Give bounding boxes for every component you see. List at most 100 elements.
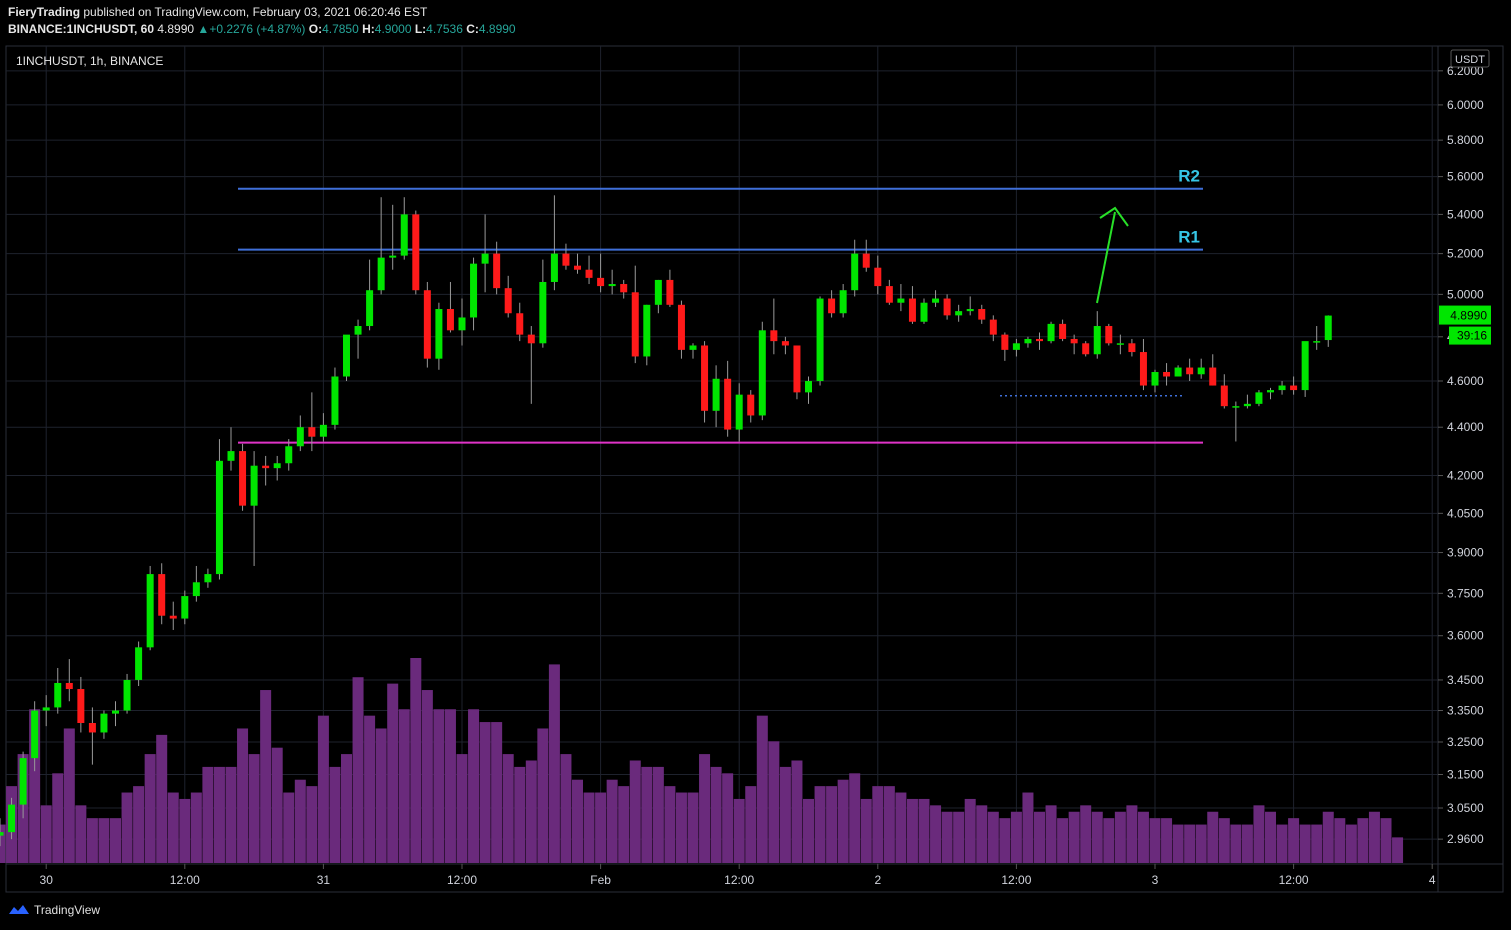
volume-bar (710, 766, 722, 863)
candle-body (770, 330, 778, 342)
volume-bar (491, 722, 503, 863)
candle-up (470, 257, 478, 331)
volume-bar (1241, 824, 1253, 863)
volume-bar (976, 805, 988, 863)
volume-bars (0, 658, 1404, 863)
candle-up (1243, 394, 1251, 409)
candle-down (516, 302, 524, 342)
volume-bar (271, 747, 283, 863)
volume-bar (1299, 824, 1311, 863)
volume-bar (814, 786, 826, 863)
candle-body (31, 710, 39, 759)
candle-down (527, 326, 535, 404)
candle-body (908, 298, 916, 322)
price-tick-label: 5.0000 (1447, 287, 1484, 301)
candle-up (816, 296, 824, 386)
volume-bar (1288, 818, 1300, 863)
candle-up (1255, 390, 1263, 407)
volume-bar (1091, 811, 1103, 863)
candle-up (377, 197, 385, 295)
candle-body (77, 689, 85, 723)
candle-down (908, 286, 916, 324)
candle-up (181, 590, 189, 625)
candle-body (296, 427, 304, 447)
candle-body (1024, 338, 1032, 344)
volume-bar (0, 824, 6, 863)
candle-up (897, 284, 905, 312)
currency-box[interactable] (1450, 49, 1490, 68)
candle-down (724, 360, 732, 437)
candle-down (978, 304, 986, 324)
candle-body (885, 286, 893, 303)
price-tick-label: 2.9600 (1447, 832, 1484, 846)
candle-body (19, 758, 27, 805)
candle-body (816, 298, 824, 382)
candle-body (0, 832, 4, 836)
candle-body (239, 451, 247, 506)
candle-body (1232, 406, 1240, 408)
candle-up (539, 259, 547, 348)
candle-up (0, 818, 4, 847)
volume-bar (237, 728, 249, 863)
volume-bar (1265, 811, 1276, 863)
candle-up (805, 376, 812, 404)
volume-bar (52, 773, 64, 863)
candle-up (1197, 358, 1205, 379)
volume-bar (883, 786, 895, 863)
candle-body (54, 682, 62, 708)
volume-bar (572, 779, 583, 863)
candle-body (181, 596, 189, 619)
time-tick-label: 12:00 (1279, 873, 1309, 887)
volume-bar (964, 798, 976, 863)
candle-up (227, 427, 235, 471)
price-tick-label: 5.6000 (1447, 170, 1484, 184)
time-tick-label: 12:00 (1001, 873, 1031, 887)
candle-down (770, 298, 778, 355)
symbol-label: BINANCE:1INCHUSDT, 60 (8, 22, 155, 36)
volume-bar (1380, 818, 1392, 863)
candle-body (989, 319, 997, 335)
candle-body (758, 330, 766, 416)
volume-bar (895, 792, 907, 863)
candle-up (712, 365, 720, 428)
candle-body (539, 281, 547, 344)
candle-up (123, 673, 131, 714)
volume-bar (133, 786, 145, 863)
volume-bar (433, 709, 445, 863)
candle-body (481, 253, 489, 264)
volume-bar (687, 792, 699, 863)
candle-down (574, 253, 581, 274)
volume-bar (756, 715, 768, 863)
currency-label: USDT (1455, 54, 1485, 66)
volume-bar (1253, 805, 1265, 863)
candle-body (527, 334, 535, 344)
candle-down (1001, 332, 1009, 361)
volume-bar (560, 754, 572, 863)
candle-body (631, 292, 639, 357)
volume-bar (121, 792, 133, 863)
candle-up (1012, 338, 1020, 357)
candle-down (1105, 323, 1113, 346)
candle-up (366, 259, 374, 331)
volume-bar (606, 779, 618, 863)
candle-body (112, 710, 119, 714)
candle-body (747, 394, 755, 416)
candle-down (1139, 338, 1147, 391)
volume-bar (930, 805, 942, 863)
volume-bar (699, 754, 711, 863)
candle-body (805, 381, 812, 393)
time-tick-label: 12:00 (447, 873, 477, 887)
candle-down (1290, 376, 1298, 395)
candle-body (1047, 323, 1055, 342)
candle-down (1163, 363, 1171, 386)
volume-bar (525, 760, 537, 863)
footer-brand[interactable]: TradingView (8, 903, 100, 917)
candle-body (828, 298, 836, 314)
candle-body (65, 682, 73, 690)
candle-body (446, 309, 454, 331)
candle-body (1174, 367, 1182, 377)
candle-body (1209, 367, 1217, 386)
candle-body (1267, 390, 1274, 393)
candle-up (735, 383, 743, 442)
